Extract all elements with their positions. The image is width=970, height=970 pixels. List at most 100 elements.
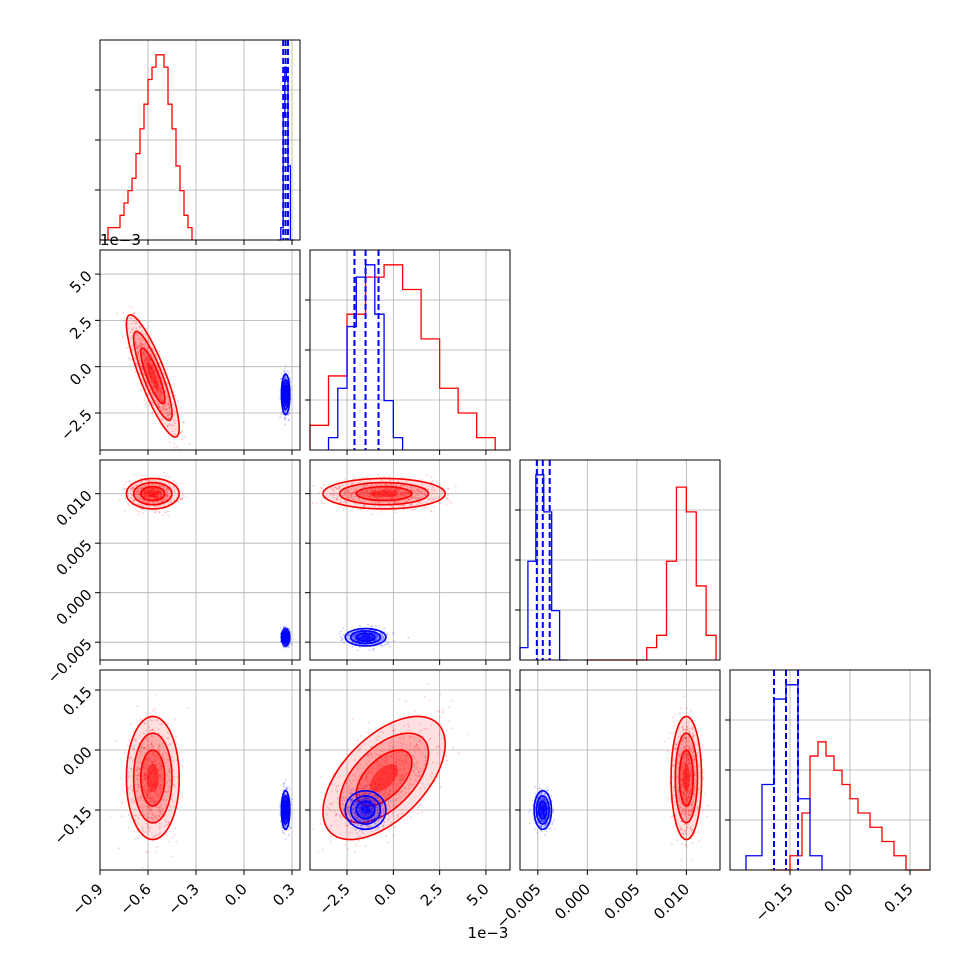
scatter-point <box>133 311 136 314</box>
scatter-point <box>145 363 148 366</box>
scatter-point <box>320 487 323 490</box>
scatter-point <box>430 510 433 512</box>
scatter-point <box>323 483 325 486</box>
scatter-point <box>152 372 154 375</box>
scatter-point <box>151 366 154 369</box>
scatter-point <box>147 372 150 375</box>
scatter-point <box>172 409 175 412</box>
scatter-point <box>158 350 161 353</box>
scatter-point <box>167 401 170 404</box>
scatter-point <box>146 356 149 359</box>
scatter-point <box>133 830 136 833</box>
scatter-point <box>133 313 135 315</box>
scatter-point <box>164 408 167 411</box>
scatter-point <box>153 708 156 711</box>
scatter-point <box>144 362 147 365</box>
scatter-point <box>138 345 141 347</box>
scatter-point <box>133 473 135 476</box>
scatter-point <box>407 636 410 639</box>
scatter-point <box>154 511 157 513</box>
scatter-point <box>151 411 154 414</box>
scatter-point <box>130 322 133 325</box>
scatter-point <box>134 343 137 346</box>
scatter-point <box>143 399 146 402</box>
scatter-point <box>140 366 143 369</box>
scatter-point <box>279 416 282 418</box>
scatter-point <box>157 383 160 386</box>
scatter-point <box>339 506 342 508</box>
scatter-point <box>139 341 142 344</box>
scatter-point <box>183 421 185 424</box>
scatter-point <box>144 342 147 344</box>
scatter-point <box>321 496 324 499</box>
scatter-point <box>154 369 157 372</box>
histogram-series-0 <box>100 54 193 241</box>
scatter-point <box>158 387 161 390</box>
scatter-point <box>163 404 165 407</box>
scatter-point <box>154 374 157 377</box>
scatter-point <box>181 796 184 799</box>
scatter-point <box>109 816 112 819</box>
scatter-point <box>283 368 286 370</box>
scatter-point <box>135 362 138 365</box>
scatter-point <box>176 484 179 487</box>
scatter-point <box>156 400 159 403</box>
scatter-point <box>151 370 154 373</box>
scatter-point <box>141 368 144 371</box>
scatter-point <box>375 625 377 628</box>
scatter-point <box>445 497 447 499</box>
scatter-point <box>154 380 157 382</box>
scatter-point <box>159 389 161 392</box>
scatter-point <box>143 353 146 356</box>
scatter-point <box>155 354 158 357</box>
scatter-point <box>143 359 146 362</box>
scatter-point <box>133 320 135 323</box>
scatter-point <box>135 348 138 351</box>
scatter-point <box>149 364 152 367</box>
scatter-point <box>135 322 138 325</box>
scatter-point <box>148 349 151 352</box>
scatter-point <box>156 390 159 393</box>
scatter-point <box>145 359 148 361</box>
scatter-point <box>150 368 153 370</box>
scatter-point <box>154 369 157 372</box>
scatter-point <box>138 325 141 328</box>
scatter-point <box>156 391 158 393</box>
scatter-point <box>123 509 126 512</box>
scatter-point <box>359 625 361 628</box>
scatter-point <box>148 372 151 375</box>
scatter-point <box>149 358 151 361</box>
scatter-point <box>134 340 137 343</box>
scatter-point <box>146 364 149 367</box>
scatter-point <box>140 346 142 348</box>
scatter-point <box>142 372 145 375</box>
scatter-point <box>143 351 145 353</box>
scatter-point <box>150 373 153 376</box>
scatter-point <box>158 510 161 513</box>
scatter-point <box>320 499 323 502</box>
scatter-point <box>146 359 149 362</box>
scatter-point <box>123 319 126 322</box>
scatter-point <box>358 646 361 649</box>
scatter-point <box>156 385 159 388</box>
scatter-point <box>157 380 160 383</box>
scatter-point <box>157 394 160 396</box>
scatter-point <box>129 817 132 820</box>
scatter-point <box>450 502 453 505</box>
scatter-point <box>151 377 154 380</box>
scatter-point <box>136 346 139 349</box>
scatter-point <box>135 334 138 337</box>
scatter-point <box>147 356 149 359</box>
scatter-point <box>148 370 150 373</box>
scatter-point <box>280 413 282 416</box>
scatter-point <box>169 412 172 414</box>
scatter-point <box>155 372 158 374</box>
scatter-point <box>447 493 449 496</box>
scatter-point <box>139 363 142 365</box>
scatter-point <box>155 391 158 393</box>
scatter-point <box>134 322 137 325</box>
scatter-point <box>150 375 153 378</box>
scatter-point <box>152 367 155 370</box>
scatter-point <box>157 366 159 369</box>
scatter-point <box>289 381 292 383</box>
